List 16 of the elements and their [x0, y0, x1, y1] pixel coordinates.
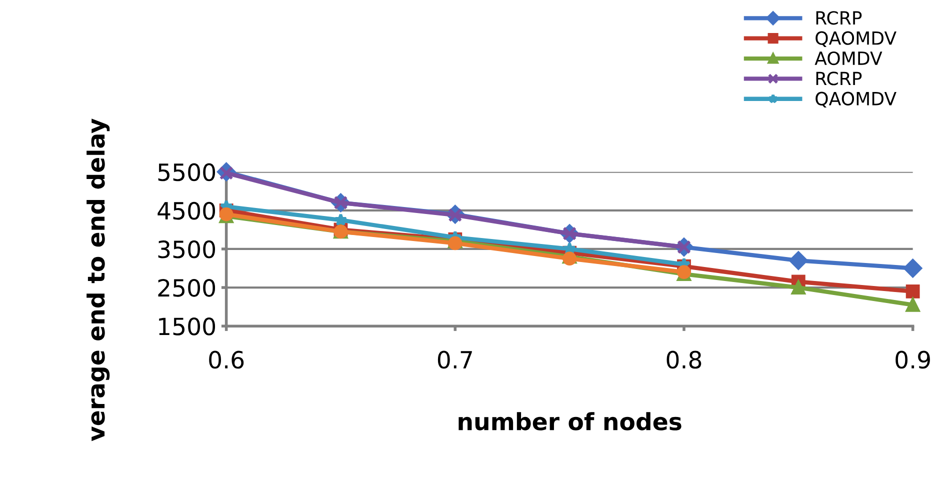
y-tick-label: 1500: [159, 318, 216, 336]
x-tick-label: 0.9: [896, 350, 930, 369]
legend-label: RCRP: [816, 72, 862, 86]
y-axis-title: verage end to end delay: [86, 118, 110, 442]
x-tick-label: 0.6: [209, 350, 244, 369]
legend-label: QAOMDV: [816, 31, 896, 47]
legend-label: QAOMDV: [816, 92, 896, 108]
x-tick-label: 0.8: [666, 350, 702, 369]
legend-label: AOMDV: [814, 51, 882, 66]
x-tick-label: 0.7: [438, 350, 472, 369]
x-axis-title: number of nodes: [458, 412, 682, 430]
y-tick-label: 3500: [158, 240, 216, 258]
legend-label: RCRP: [816, 11, 862, 25]
y-tick-label: 4500: [158, 202, 216, 220]
y-tick-label: 5500: [158, 163, 216, 182]
y-tick-label: 2500: [158, 278, 216, 297]
